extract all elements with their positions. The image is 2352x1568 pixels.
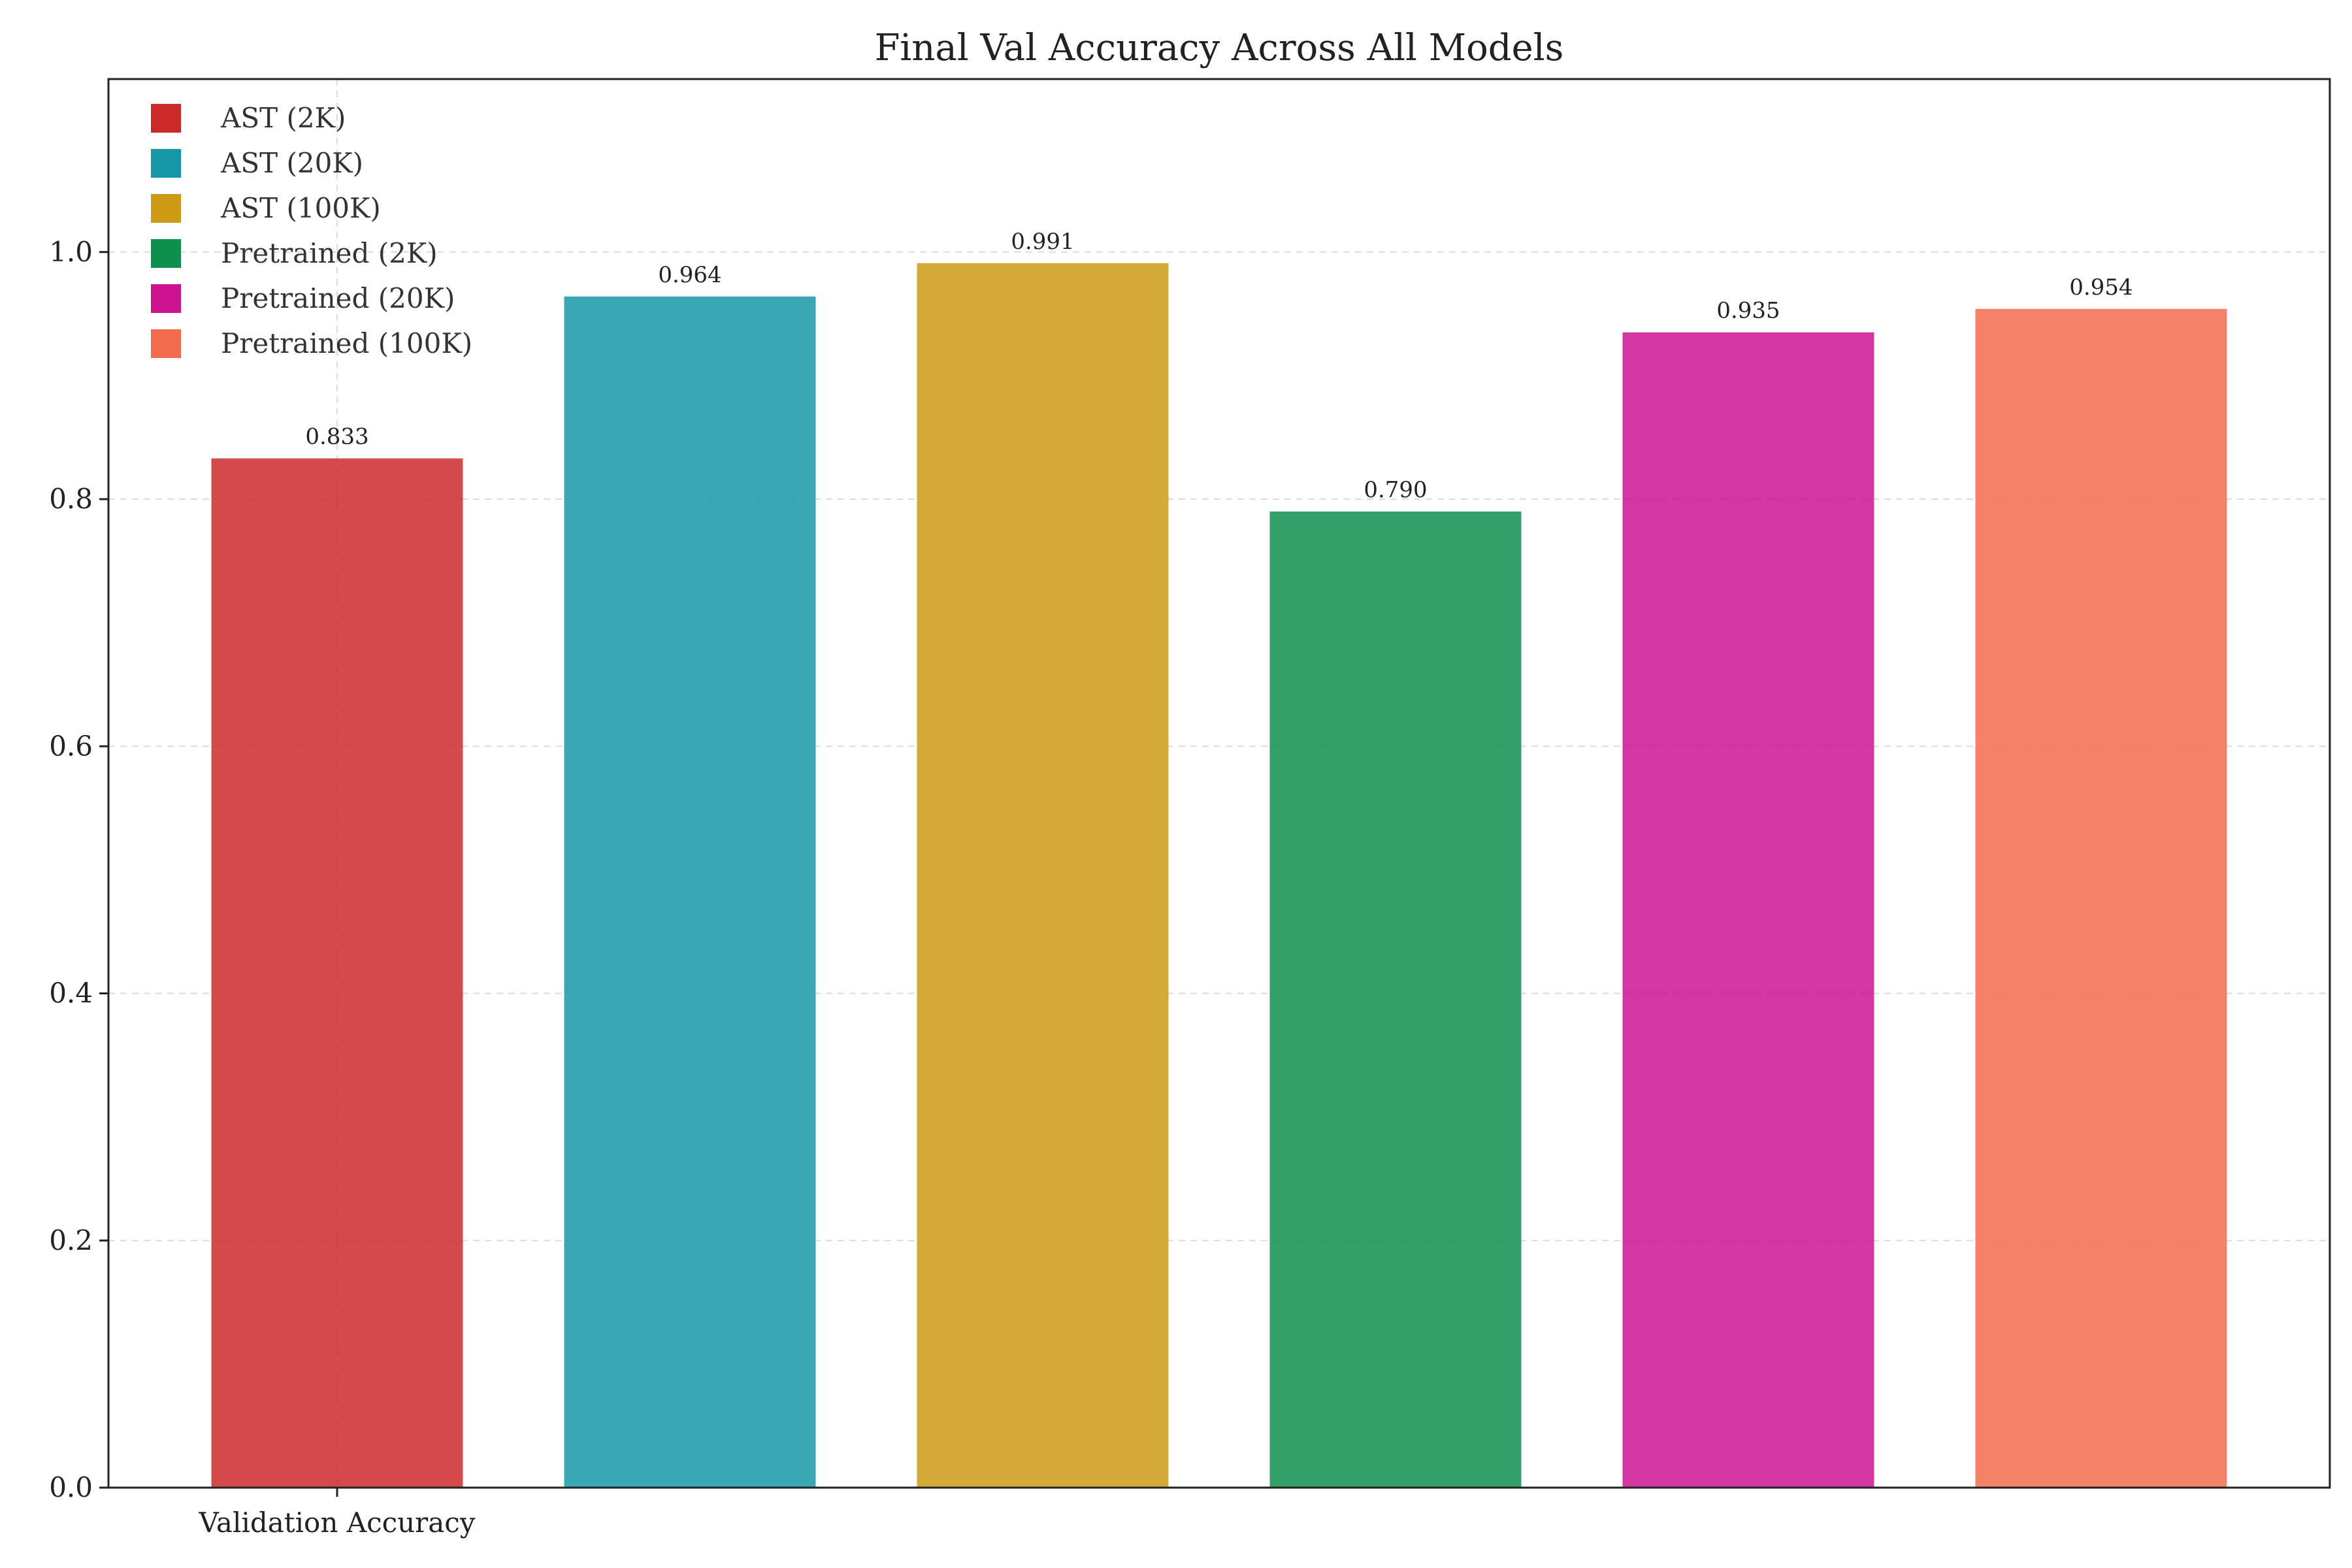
data-label-1: 0.833 <box>305 424 368 450</box>
data-label-4: 0.790 <box>1364 477 1427 503</box>
legend-swatch-6 <box>151 329 181 358</box>
bar-4 <box>1269 511 1522 1488</box>
y-axis: 0.0 0.2 0.4 0.6 0.8 1.0 <box>49 236 108 1503</box>
legend-swatch-4 <box>151 239 181 268</box>
bar-1 <box>211 458 463 1488</box>
x-tick-label: Validation Accuracy <box>198 1507 475 1539</box>
legend-swatch-3 <box>151 194 181 223</box>
data-label-6: 0.954 <box>2069 274 2132 301</box>
legend-swatch-1 <box>151 104 181 133</box>
bar-2 <box>564 296 816 1488</box>
grid-lines <box>108 79 2330 1488</box>
chart-title: Final Val Accuracy Across All Models <box>875 27 1564 69</box>
data-label-5: 0.935 <box>1716 298 1780 324</box>
legend-label-5: Pretrained (20K) <box>221 282 455 314</box>
y-tick-label: 0.0 <box>49 1471 93 1503</box>
data-labels: 0.833 0.964 0.991 0.790 0.935 0.954 <box>305 229 2132 503</box>
legend-swatch-2 <box>151 149 181 178</box>
bar-3 <box>917 263 1169 1488</box>
y-tick-label: 0.6 <box>49 730 93 762</box>
y-tick-label: 0.2 <box>49 1224 93 1256</box>
y-tick-label: 0.8 <box>49 483 93 515</box>
legend: AST (2K) AST (20K) AST (100K) Pretrained (2… <box>151 102 472 359</box>
y-tick-label: 1.0 <box>49 236 93 268</box>
data-label-3: 0.991 <box>1011 229 1074 255</box>
legend-label-4: Pretrained (2K) <box>221 237 438 269</box>
legend-label-6: Pretrained (100K) <box>221 327 472 359</box>
legend-swatch-5 <box>151 284 181 313</box>
bar-6 <box>1975 308 2227 1488</box>
bars <box>211 263 2227 1488</box>
legend-label-1: AST (2K) <box>220 102 346 134</box>
plot-frame <box>107 78 2331 1489</box>
legend-label-3: AST (100K) <box>220 192 381 224</box>
data-label-2: 0.964 <box>658 262 721 288</box>
bar-5 <box>1622 332 1874 1488</box>
y-tick-label: 0.4 <box>49 977 93 1009</box>
legend-label-2: AST (20K) <box>220 147 363 179</box>
x-axis: Validation Accuracy <box>198 1488 476 1539</box>
